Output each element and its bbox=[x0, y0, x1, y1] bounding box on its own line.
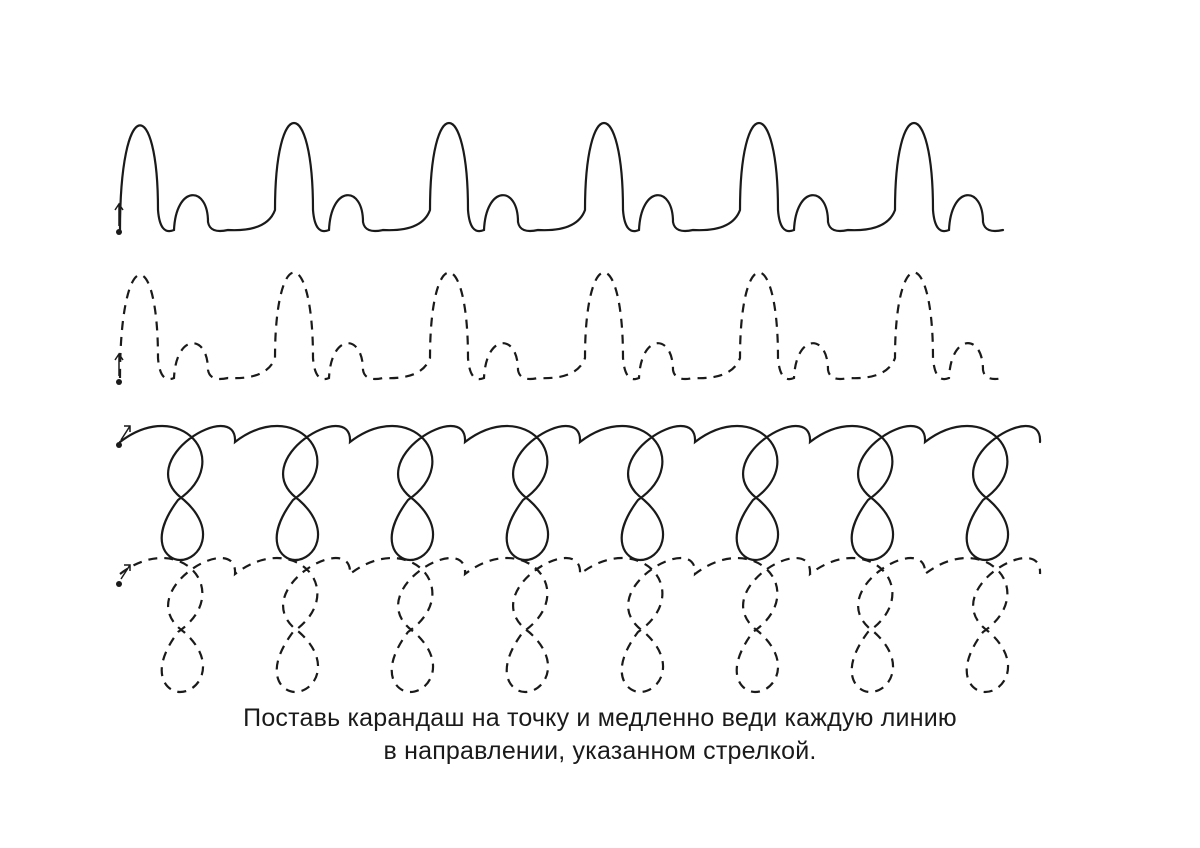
row1-arrow-icon bbox=[114, 202, 124, 226]
row3-start-dot bbox=[116, 442, 122, 448]
dashed-arches-line bbox=[118, 271, 1004, 381]
row2-arrow-icon bbox=[114, 352, 124, 376]
solid-arches-row bbox=[114, 122, 1005, 235]
row4-arrow-icon bbox=[120, 564, 131, 580]
row1-start-dot bbox=[116, 229, 122, 235]
dashed-loops-row bbox=[116, 556, 1042, 694]
row4-start-dot bbox=[116, 581, 122, 587]
solid-loops-row bbox=[116, 424, 1042, 562]
instruction-line-2: в направлении, указанном стрелкой. bbox=[383, 737, 817, 765]
row2-start-dot bbox=[116, 379, 122, 385]
solid-loops-line bbox=[118, 424, 1042, 562]
dashed-arches-row bbox=[114, 271, 1004, 385]
row3-arrow-icon bbox=[120, 425, 131, 441]
solid-arches-line bbox=[118, 122, 1005, 233]
dashed-loops-line bbox=[119, 556, 1042, 694]
instruction-line-1: Поставь карандаш на точку и медленно вед… bbox=[243, 704, 957, 732]
